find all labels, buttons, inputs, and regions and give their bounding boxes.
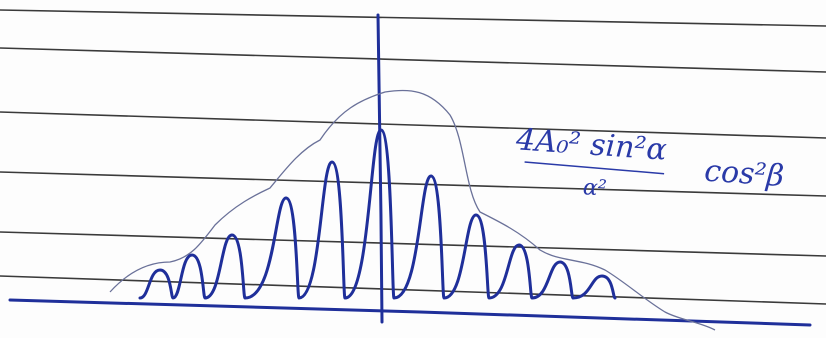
fringe-curve [138, 128, 617, 300]
ruled-lines [0, 9, 826, 305]
formula-denominator: α² [582, 175, 607, 202]
fringes [138, 128, 617, 300]
axes [8, 13, 812, 327]
formula: 4A₀² sin²α α² cos²β [514, 122, 785, 202]
formula-factor: cos²β [703, 154, 785, 194]
envelope [109, 89, 716, 331]
